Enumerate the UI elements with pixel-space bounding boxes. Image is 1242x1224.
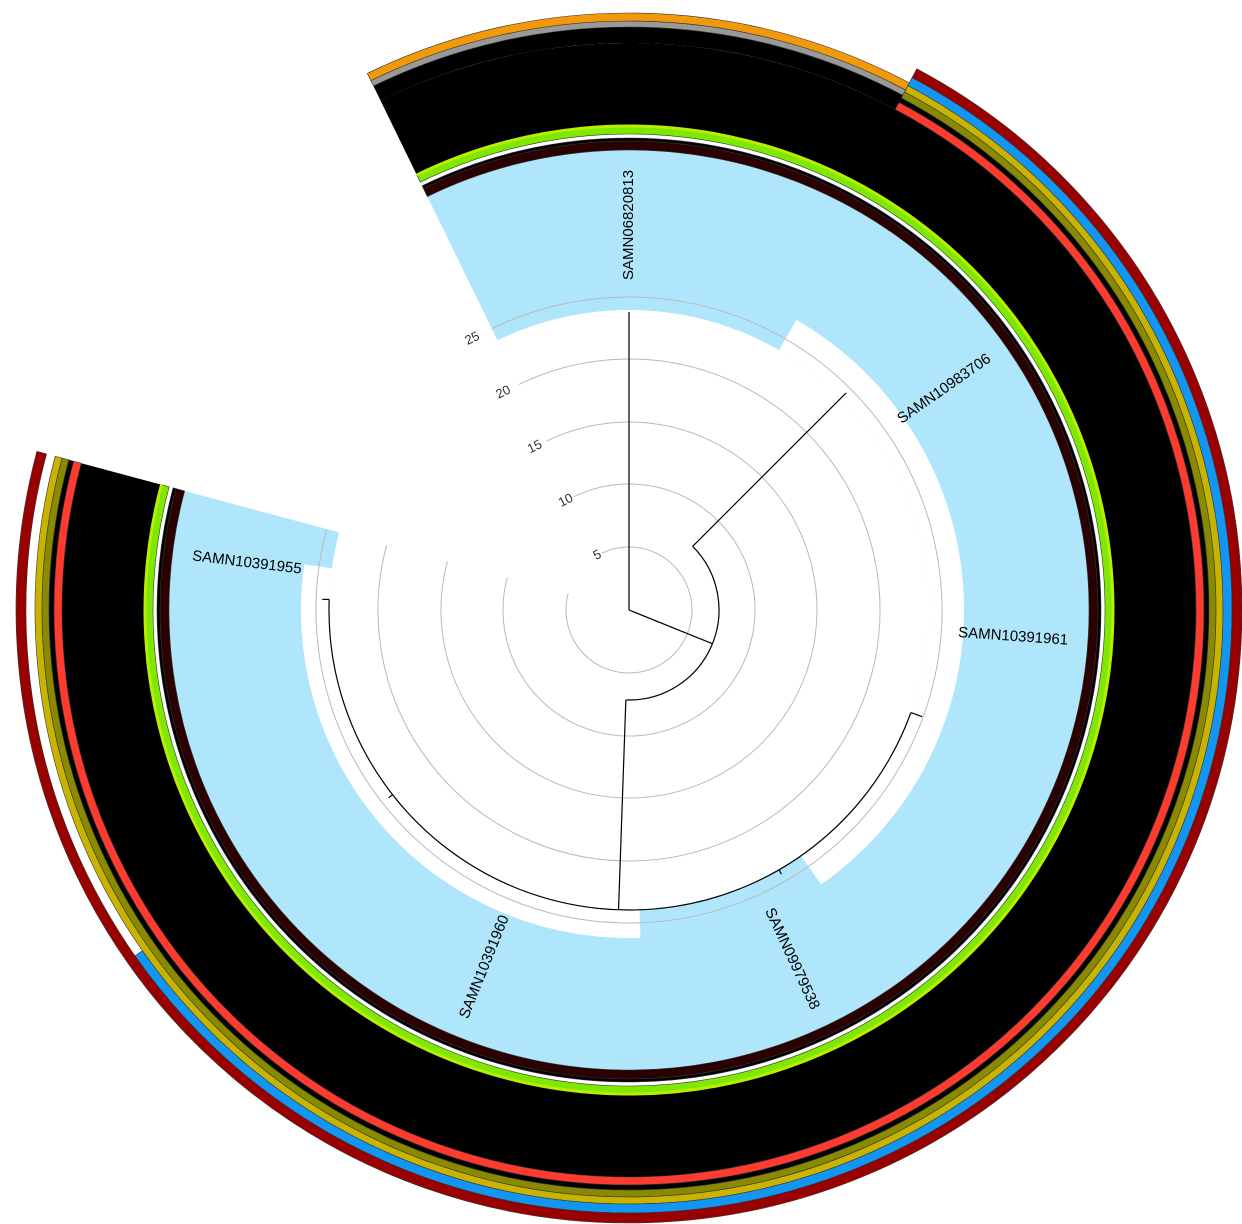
tree-branch <box>778 869 783 875</box>
tree-branch <box>692 538 701 547</box>
tree-branch <box>388 794 393 799</box>
gridline <box>377 358 881 862</box>
scale-label-10: 10 <box>556 490 576 510</box>
scale-gridlines <box>315 296 943 924</box>
annotation-rings <box>15 12 1242 1224</box>
outer-red-ring <box>15 68 1242 1224</box>
orange-ring <box>366 12 910 91</box>
tree-branch <box>699 392 847 540</box>
black-band-extension <box>373 26 903 110</box>
scale-label-15: 15 <box>525 436 545 456</box>
gridline <box>440 421 818 799</box>
tree-branch <box>392 712 912 911</box>
gridline <box>315 296 943 924</box>
green-ring-edge <box>143 124 1115 1096</box>
tree-branch <box>617 699 627 910</box>
tree-branch <box>628 609 713 645</box>
tree-branch <box>625 545 720 701</box>
scale-label-25: 25 <box>462 328 482 348</box>
gridline <box>502 483 756 737</box>
gridline <box>565 546 693 674</box>
scale-label-5: 5 <box>590 546 603 563</box>
tree-branch <box>328 599 394 796</box>
dark-ring-edge <box>156 137 1102 1083</box>
tree-branches <box>322 312 923 911</box>
tree-branch <box>910 712 923 718</box>
leaf-label: SAMN06820813 <box>620 170 637 280</box>
inner-band-gap <box>779 319 965 885</box>
scale-label-20: 20 <box>493 382 513 402</box>
